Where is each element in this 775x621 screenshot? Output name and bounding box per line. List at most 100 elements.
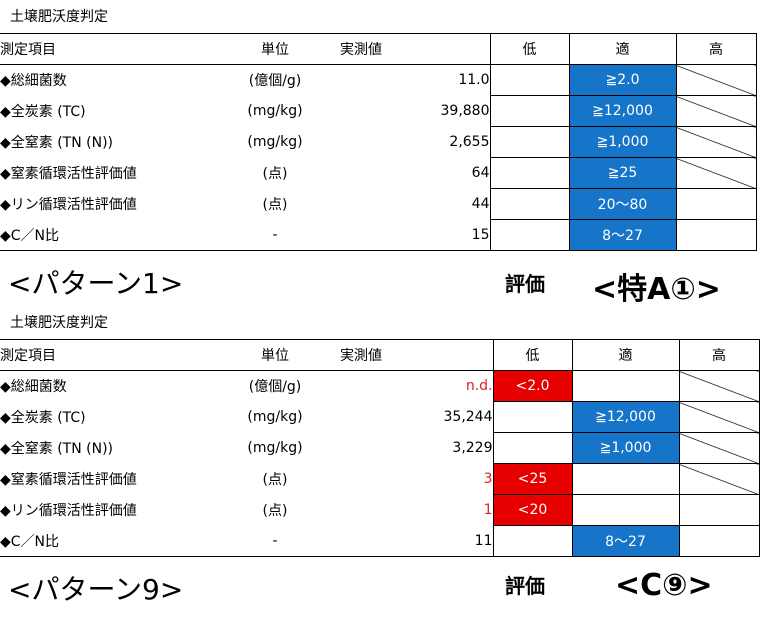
header-low: 低 xyxy=(492,339,572,371)
row-high xyxy=(678,525,760,557)
row-appropriate: ≧2.0 xyxy=(568,64,676,96)
row-unit: (mg/kg) xyxy=(247,440,303,456)
row-value: 35,244 xyxy=(443,409,493,425)
table-row: ◆全炭素 (TC) (mg/kg) 39,880 ≧12,000 xyxy=(0,95,757,127)
row-high xyxy=(675,126,757,158)
row-unit: (mg/kg) xyxy=(247,134,303,150)
table-row: ◆窒素循環活性評価値 (点) 64 ≧25 xyxy=(0,157,757,189)
table-row: ◆リン循環活性評価値 (点) 1 <20 xyxy=(0,494,760,526)
fertility-table: 測定項目 単位 実測値 低 適 高 ◆総細菌数 (億個/g) 11.0 ≧2.0… xyxy=(0,33,757,251)
row-high xyxy=(678,494,760,526)
table-row: ◆全炭素 (TC) (mg/kg) 35,244 ≧12,000 xyxy=(0,401,760,433)
evaluation-label: 評価 xyxy=(505,574,545,598)
row-low: <25 xyxy=(492,463,572,495)
row-low xyxy=(489,188,569,220)
row-value: n.d. xyxy=(465,378,493,395)
row-low: <20 xyxy=(492,494,572,526)
row-high xyxy=(675,188,757,220)
pattern-label: <パターン9> xyxy=(8,573,184,606)
row-name: ◆リン循環活性評価値 xyxy=(0,197,137,213)
header-unit: 単位 xyxy=(210,339,340,371)
table-row: ◆窒素循環活性評価値 (点) 3 <25 xyxy=(0,463,760,495)
row-high xyxy=(678,432,760,464)
table-row: ◆全窒素 (TN (N)) (mg/kg) 3,229 ≧1,000 xyxy=(0,432,760,464)
row-appropriate xyxy=(571,463,679,495)
row-name: ◆C／N比 xyxy=(0,525,210,557)
row-high xyxy=(675,219,757,251)
header-high: 高 xyxy=(675,33,757,65)
row-value: 44 xyxy=(471,196,490,212)
row-value: 11 xyxy=(340,525,493,557)
table-header-row: 測定項目 単位 実測値 低 適 高 xyxy=(0,33,757,65)
row-name: ◆全炭素 (TC) xyxy=(0,104,86,120)
row-unit: (点) xyxy=(262,166,288,182)
row-name: ◆全窒素 (TN (N)) xyxy=(0,441,114,457)
header-item: 測定項目 xyxy=(0,339,210,371)
row-value: 15 xyxy=(340,219,490,251)
row-appropriate: 8～27 xyxy=(568,219,676,251)
evaluation-label: 評価 xyxy=(505,272,545,296)
row-low xyxy=(492,432,572,464)
row-low xyxy=(489,95,569,127)
row-unit: (点) xyxy=(262,472,288,488)
row-appropriate xyxy=(571,370,679,402)
row-appropriate: ≧25 xyxy=(568,157,676,189)
header-appropriate: 適 xyxy=(571,339,679,371)
row-unit: - xyxy=(210,525,340,557)
evaluation-result: <C⑨> xyxy=(615,568,713,603)
evaluation-result: <特A①> xyxy=(592,272,721,307)
header-high: 高 xyxy=(678,339,760,371)
row-appropriate: ≧1,000 xyxy=(568,126,676,158)
row-unit: (点) xyxy=(262,503,288,519)
row-name: ◆窒素循環活性評価値 xyxy=(0,166,137,182)
row-low: <2.0 xyxy=(492,370,572,402)
row-value: 2,655 xyxy=(449,134,490,150)
row-appropriate xyxy=(571,494,679,526)
row-high xyxy=(678,401,760,433)
row-name: ◆C／N比 xyxy=(0,219,210,251)
row-name: ◆総細菌数 xyxy=(0,73,67,90)
section-caption: 土壌肥沃度判定 xyxy=(10,9,108,25)
row-low xyxy=(489,157,569,189)
row-unit: (点) xyxy=(262,197,288,213)
row-high xyxy=(675,95,757,127)
row-low xyxy=(489,64,569,96)
row-high xyxy=(675,157,757,189)
row-unit: (億個/g) xyxy=(248,73,302,90)
row-appropriate: 20～80 xyxy=(568,188,676,220)
header-item: 測定項目 xyxy=(0,33,210,65)
row-unit: (mg/kg) xyxy=(247,409,303,425)
row-appropriate: ≧12,000 xyxy=(571,401,679,433)
table-row: ◆C／N比 - 11 8～27 xyxy=(0,525,760,557)
row-low xyxy=(492,401,572,433)
row-value: 11.0 xyxy=(458,72,490,89)
row-name: ◆全窒素 (TN (N)) xyxy=(0,135,114,151)
row-name: ◆全炭素 (TC) xyxy=(0,410,86,426)
table-row: ◆総細菌数 (億個/g) 11.0 ≧2.0 xyxy=(0,64,757,96)
table-row: ◆総細菌数 (億個/g) n.d. <2.0 xyxy=(0,370,760,402)
row-value: 1 xyxy=(483,502,493,518)
pattern-label: <パターン1> xyxy=(8,267,184,300)
row-appropriate: ≧12,000 xyxy=(568,95,676,127)
header-value: 実測値 xyxy=(340,33,490,65)
row-low xyxy=(489,219,569,251)
row-appropriate: 8～27 xyxy=(571,525,679,557)
row-unit: (mg/kg) xyxy=(247,103,303,119)
row-name: ◆窒素循環活性評価値 xyxy=(0,472,137,488)
header-value: 実測値 xyxy=(340,339,493,371)
header-appropriate: 適 xyxy=(568,33,676,65)
row-high xyxy=(678,463,760,495)
row-value: 39,880 xyxy=(440,103,490,119)
row-value: 3,229 xyxy=(452,440,493,456)
header-low: 低 xyxy=(489,33,569,65)
row-unit: (億個/g) xyxy=(248,379,302,396)
table-row: ◆C／N比 - 15 8～27 xyxy=(0,219,757,251)
row-high xyxy=(675,64,757,96)
row-value: 3 xyxy=(483,471,493,487)
table-header-row: 測定項目 単位 実測値 低 適 高 xyxy=(0,339,760,371)
row-unit: - xyxy=(210,219,340,251)
fertility-table: 測定項目 単位 実測値 低 適 高 ◆総細菌数 (億個/g) n.d. <2.0… xyxy=(0,339,760,557)
table-row: ◆リン循環活性評価値 (点) 44 20～80 xyxy=(0,188,757,220)
row-low xyxy=(492,525,572,557)
row-appropriate: ≧1,000 xyxy=(571,432,679,464)
